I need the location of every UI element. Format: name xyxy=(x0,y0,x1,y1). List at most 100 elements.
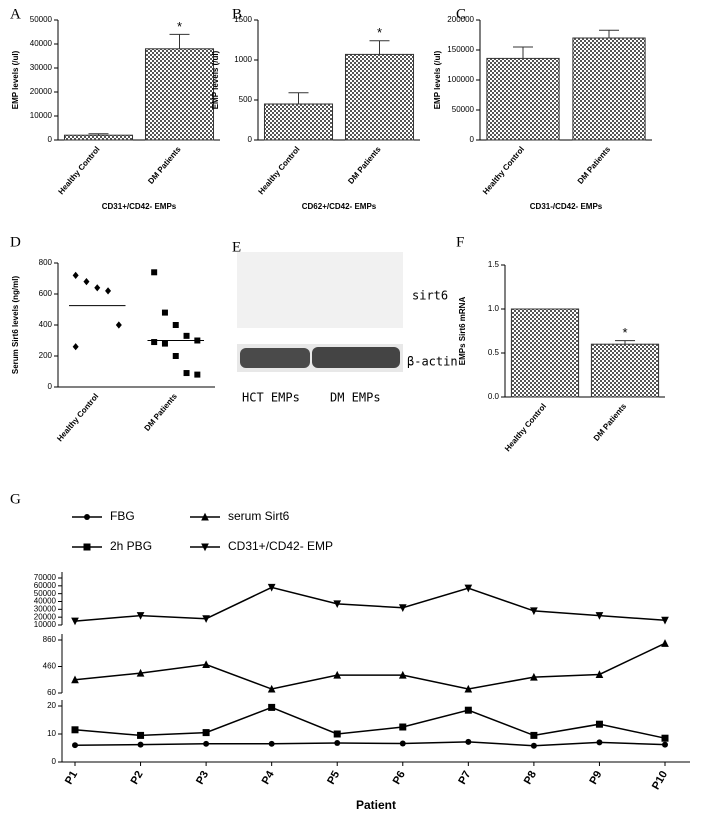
y-tick-label: 400 xyxy=(39,320,53,329)
y-tick-label: 30000 xyxy=(30,63,53,72)
x-tick-label: DM Patients xyxy=(576,144,613,185)
marker xyxy=(137,731,145,739)
error-bar xyxy=(169,33,190,49)
error-bar xyxy=(88,133,109,136)
marker xyxy=(267,583,276,592)
y-tick-label: 150000 xyxy=(447,45,474,54)
blot-panel: E sirt6 β-actin HCT EMPs DM EMPs xyxy=(232,239,458,404)
marker xyxy=(268,703,276,711)
band-label: β-actin xyxy=(407,355,458,369)
panel-label: G xyxy=(10,491,21,507)
x-axis-title: CD62+/CD42- EMPs xyxy=(302,202,377,211)
y-tick-label: 1.5 xyxy=(488,260,500,269)
marker xyxy=(661,734,669,742)
marker xyxy=(465,738,472,745)
bar xyxy=(144,48,215,141)
y-tick-label: 1.0 xyxy=(488,304,500,313)
x-tick-label: DM Patients xyxy=(143,391,180,432)
marker xyxy=(105,287,112,295)
marker xyxy=(398,670,407,679)
marker xyxy=(268,740,275,747)
marker xyxy=(530,742,537,749)
marker xyxy=(203,740,210,747)
y-tick-label: 1000 xyxy=(234,55,252,64)
y-tick-label: 600 xyxy=(39,289,53,298)
marker xyxy=(71,617,79,626)
marker xyxy=(83,278,90,286)
annotation: * xyxy=(622,325,627,340)
marker xyxy=(151,269,158,276)
x-tick-label: P9 xyxy=(587,769,604,787)
bar xyxy=(344,53,415,141)
y-axis-title: EMPs Sirt6 mRNA xyxy=(458,297,467,366)
marker xyxy=(596,739,603,746)
marker xyxy=(530,607,538,616)
x-axis-title: Patient xyxy=(356,798,396,812)
marker xyxy=(183,332,190,339)
panel-label: A xyxy=(10,6,21,22)
panel-label: E xyxy=(232,239,241,255)
y-tick-label: 20000 xyxy=(30,87,53,96)
y-tick-label: 30000 xyxy=(34,604,57,613)
x-tick-label: Healthy Control xyxy=(503,402,548,453)
legend-label: FBG xyxy=(110,509,135,523)
y-tick-label: 0.5 xyxy=(488,348,500,357)
legend-label: serum Sirt6 xyxy=(228,509,290,523)
marker xyxy=(530,731,538,739)
marker xyxy=(71,726,79,734)
y-tick-label: 0 xyxy=(248,135,253,144)
marker xyxy=(333,730,341,738)
marker xyxy=(172,353,179,359)
y-tick-label: 60 xyxy=(47,688,56,697)
bar xyxy=(572,37,646,141)
y-tick-label: 10 xyxy=(47,729,56,738)
marker xyxy=(72,343,79,351)
x-axis-title: CD31+/CD42- EMPs xyxy=(102,202,177,211)
y-tick-label: 50000 xyxy=(30,15,53,24)
y-tick-label: 0 xyxy=(48,382,53,391)
y-tick-label: 0.0 xyxy=(488,392,500,401)
legend-label: CD31+/CD42- EMP xyxy=(228,539,333,553)
marker xyxy=(94,284,101,292)
series-line xyxy=(74,586,666,622)
y-tick-label: 200 xyxy=(39,351,53,360)
marker xyxy=(137,741,144,748)
marker xyxy=(464,706,472,714)
bar xyxy=(510,308,580,398)
x-tick-label: P6 xyxy=(391,769,408,787)
marker xyxy=(267,684,276,693)
y-tick-label: 460 xyxy=(43,662,57,671)
y-tick-label: 10000 xyxy=(30,111,53,120)
marker xyxy=(333,600,342,609)
panel-label: F xyxy=(456,234,464,250)
y-tick-label: 20 xyxy=(47,701,56,710)
y-axis-title: EMP levels (/ul) xyxy=(211,50,220,109)
bar xyxy=(263,103,334,141)
y-tick-label: 40000 xyxy=(34,597,57,606)
marker xyxy=(115,321,122,329)
error-bar xyxy=(369,40,390,55)
x-tick-label: P8 xyxy=(522,769,539,787)
marker xyxy=(136,668,145,677)
marker xyxy=(595,612,604,620)
marker xyxy=(201,512,209,521)
y-axis-title: Serum Sirt6 levels (ng/ml) xyxy=(11,276,20,375)
bar xyxy=(63,134,134,141)
blot-band xyxy=(312,347,400,368)
x-tick-label: P4 xyxy=(260,768,278,786)
x-tick-label: DM Patients xyxy=(346,144,383,185)
y-tick-label: 100000 xyxy=(447,75,474,84)
marker xyxy=(83,543,91,551)
marker xyxy=(202,729,210,737)
x-tick-label: P1 xyxy=(63,769,80,787)
x-tick-label: P7 xyxy=(456,769,473,787)
y-tick-label: 70000 xyxy=(34,573,57,582)
series-line xyxy=(74,706,666,739)
lane-label: HCT EMPs xyxy=(242,391,300,405)
marker xyxy=(202,660,210,669)
error-bar xyxy=(615,340,635,345)
blot-band xyxy=(240,348,310,368)
y-tick-label: 0 xyxy=(48,135,53,144)
panel-label: D xyxy=(10,234,21,250)
lane-label: DM EMPs xyxy=(330,391,381,405)
